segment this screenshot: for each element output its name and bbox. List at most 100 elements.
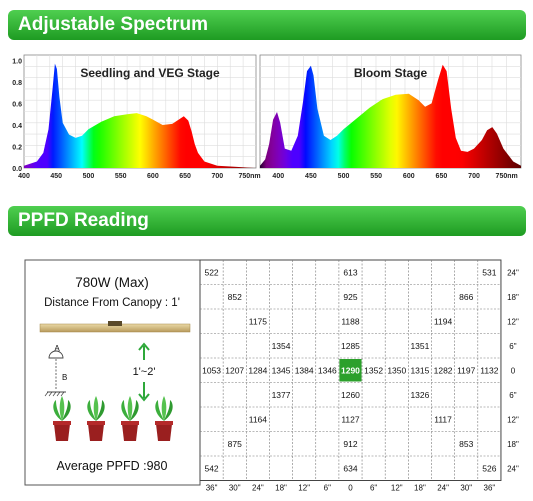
ppfd-value: 1117 — [434, 414, 452, 424]
col-label: 30" — [229, 484, 241, 493]
x-tick-label: 700 — [468, 173, 480, 180]
ppfd-value: 852 — [228, 292, 242, 302]
wattage-label: 780W (Max) — [75, 275, 149, 290]
x-tick-label: 500 — [338, 173, 350, 180]
ppfd-value: 1127 — [341, 414, 360, 424]
ppfd-value: 1315 — [410, 365, 429, 375]
x-tick-label: 600 — [147, 173, 159, 180]
x-tick-label: 400 — [272, 173, 284, 180]
distance-label: Distance From Canopy : 1' — [44, 297, 180, 309]
x-tick-label: 550 — [370, 173, 382, 180]
y-tick-label: 0.8 — [12, 80, 22, 87]
y-tick-label: 0.2 — [12, 144, 22, 151]
col-label: 12" — [391, 484, 403, 493]
ppfd-title: PPFD Reading — [18, 210, 149, 231]
measure-lamp-icon — [44, 350, 66, 397]
info-panel — [24, 259, 201, 486]
row-label: 6" — [509, 342, 516, 351]
col-label: 24" — [437, 484, 449, 493]
ppfd-value: 613 — [343, 267, 357, 277]
row-label: 12" — [507, 415, 519, 424]
ppfd-value: 1290 — [341, 365, 360, 375]
ppfd-grid: 522 613 531 852 925 866 1175 1188 1194 1354 1285 13… — [199, 259, 519, 493]
row-label: 12" — [507, 317, 519, 326]
ppfd-value: 866 — [459, 292, 473, 302]
range-label: 1'~2' — [133, 366, 156, 378]
spectrum-chart-bloom: Bloom Stage 400 450 500 550 600 650 700 750nm — [259, 54, 522, 180]
ppfd-value: 1384 — [295, 365, 314, 375]
col-label: 6" — [324, 484, 331, 493]
col-label: 30" — [460, 484, 472, 493]
ppfd-value: 1194 — [434, 316, 453, 326]
ppfd-value: 634 — [343, 463, 357, 473]
row-label: 24" — [507, 464, 519, 473]
ppfd-value: 1352 — [364, 365, 383, 375]
range-arrow-icon — [138, 342, 150, 402]
ppfd-value: 853 — [459, 439, 473, 449]
center-highlight — [339, 359, 362, 382]
col-label: 12" — [298, 484, 310, 493]
y-tick-label: 0.0 — [12, 166, 22, 173]
spectrum-charts: Seedling and VEG Stage 400 450 500 550 600 650… — [12, 54, 522, 180]
ppfd-banner: PPFD Reading — [8, 206, 526, 236]
row-label: 18" — [507, 440, 519, 449]
ppfd-value: 1354 — [272, 341, 291, 351]
col-label: 24" — [252, 484, 264, 493]
ppfd-value: 1053 — [202, 365, 221, 375]
spectrum-title: Adjustable Spectrum — [18, 14, 209, 35]
ppfd-value: 1326 — [410, 390, 429, 400]
x-tick-label: 450 — [305, 173, 317, 180]
row-label: 18" — [507, 293, 519, 302]
label-a: A — [54, 344, 60, 353]
x-tick-label: 400 — [18, 173, 30, 180]
ppfd-value: 1132 — [480, 365, 499, 375]
plant-icon — [53, 396, 71, 441]
ppfd-value: 1260 — [341, 390, 360, 400]
x-tick-label: 500 — [83, 173, 95, 180]
plant-icon — [121, 396, 139, 441]
col-label: 6" — [370, 484, 377, 493]
ppfd-value: 1197 — [457, 365, 476, 375]
row-label: 0 — [511, 366, 516, 375]
x-tick-label: 700 — [211, 173, 223, 180]
row-label: 24" — [507, 268, 519, 277]
label-b: B — [62, 373, 67, 382]
ppfd-value: 1282 — [434, 365, 453, 375]
average-ppfd: Average PPFD :980 — [57, 459, 168, 473]
ppfd-value: 522 — [204, 267, 218, 277]
x-tick-label: 650 — [436, 173, 448, 180]
x-tick-label: 550 — [115, 173, 127, 180]
chart-title: Seedling and VEG Stage — [80, 66, 220, 80]
spectrum-banner: Adjustable Spectrum — [8, 10, 526, 40]
ppfd-value: 925 — [343, 292, 357, 302]
col-label: 0 — [348, 484, 353, 493]
ppfd-value: 1164 — [249, 414, 268, 424]
spectrum-chart-veg: Seedling and VEG Stage 400 450 500 550 600 650… — [12, 54, 261, 180]
spectrum-area — [260, 64, 521, 168]
ppfd-value: 531 — [482, 267, 496, 277]
y-tick-label: 1.0 — [12, 58, 22, 65]
light-fixture — [39, 321, 191, 333]
y-tick-label: 0.4 — [12, 123, 22, 130]
x-tick-label: 650 — [179, 173, 191, 180]
x-tick-label: 600 — [403, 173, 415, 180]
plant-icon — [87, 396, 105, 441]
x-tick-label: 750nm — [496, 173, 518, 180]
ppfd-value: 526 — [482, 463, 496, 473]
plant-icon — [155, 396, 173, 441]
row-label: 6" — [509, 391, 516, 400]
ppfd-value: 1175 — [249, 316, 268, 326]
ppfd-value: 1285 — [341, 341, 360, 351]
plant-pots — [53, 396, 173, 441]
ppfd-value: 912 — [343, 439, 357, 449]
x-tick-label: 750nm — [238, 173, 260, 180]
ppfd-value: 1346 — [318, 365, 337, 375]
x-tick-label: 450 — [50, 173, 62, 180]
col-label: 18" — [414, 484, 426, 493]
ppfd-value: 542 — [204, 463, 218, 473]
ppfd-value: 875 — [228, 439, 242, 449]
ppfd-value: 1188 — [341, 316, 360, 326]
spectrum-area — [24, 63, 256, 168]
ppfd-value: 1345 — [272, 365, 291, 375]
